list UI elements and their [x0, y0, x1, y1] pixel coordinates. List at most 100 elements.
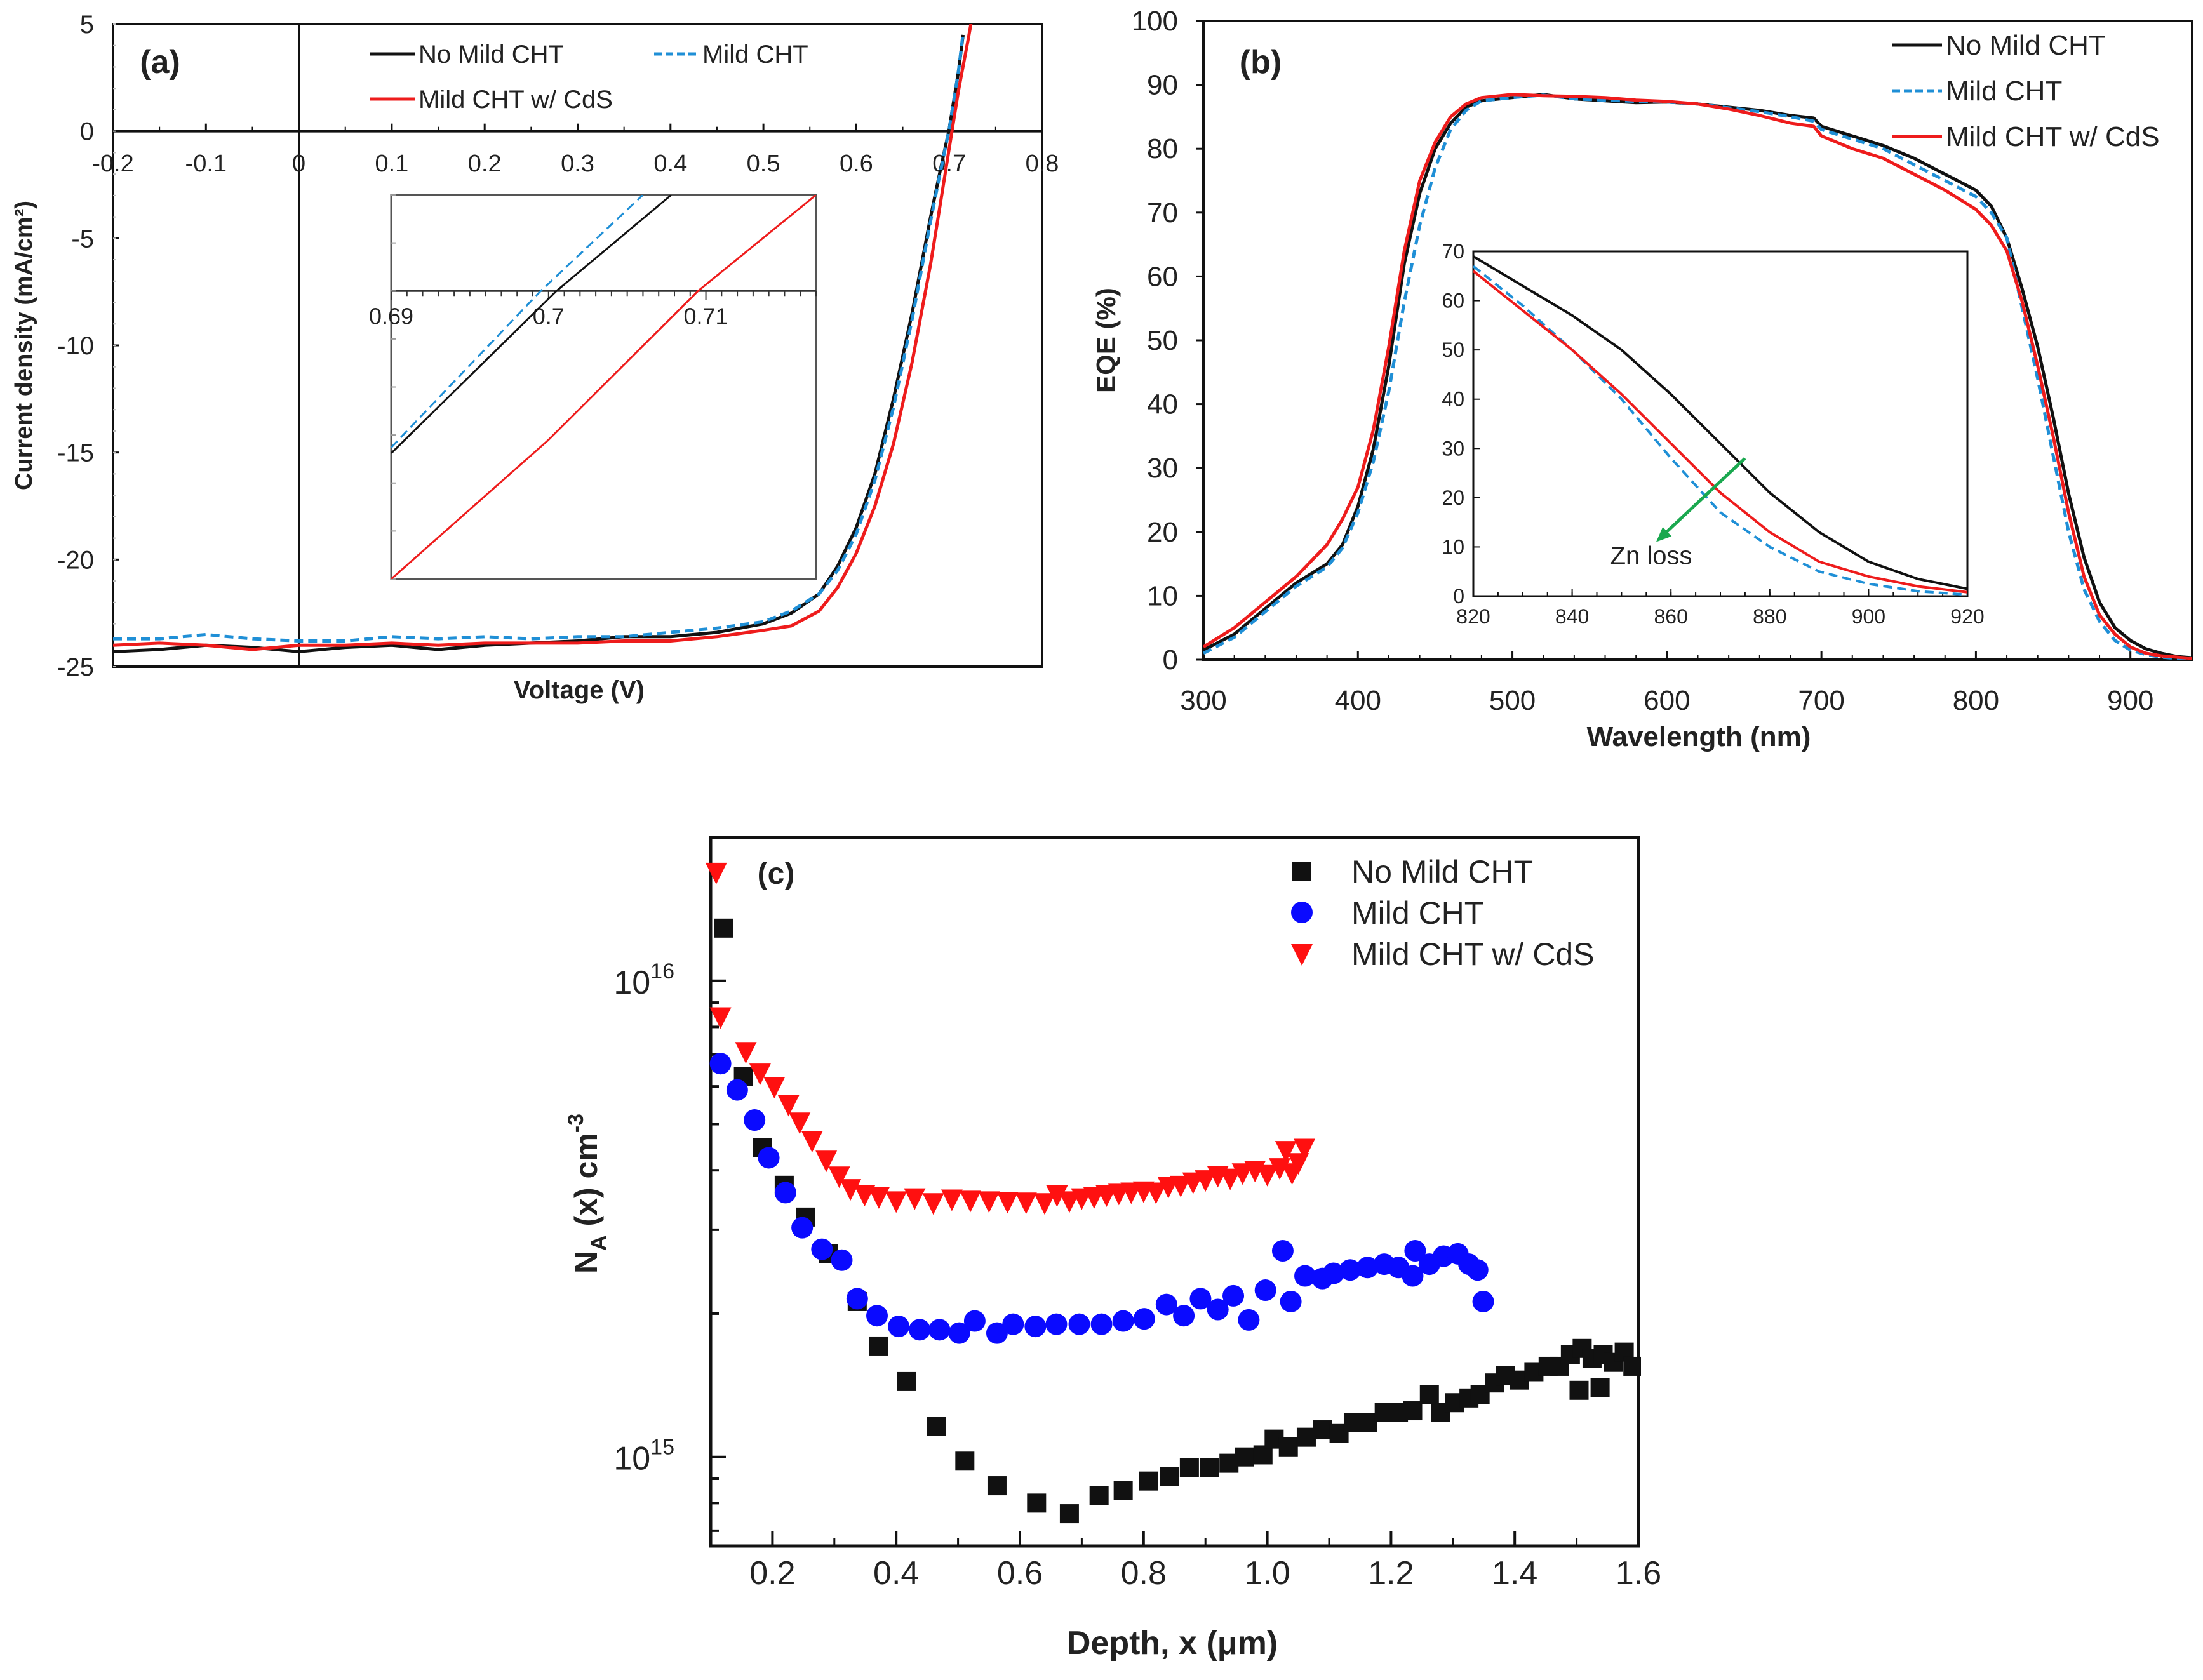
data-point: [1089, 1486, 1109, 1505]
zn-loss-annotation: Zn loss: [1610, 542, 1692, 570]
y-axis-title: NA (x) cm-3: [564, 1114, 611, 1274]
data-point: [1200, 1458, 1219, 1477]
inset-y-tick-label: 40: [1442, 388, 1464, 411]
x-tick-label: 700: [1798, 685, 1844, 716]
arrow-head-icon: [1656, 526, 1672, 542]
data-point: [1623, 1356, 1641, 1376]
legend-marker-square: [1292, 862, 1311, 881]
data-point: [1419, 1385, 1439, 1404]
data-point: [904, 1188, 926, 1210]
data-point: [1139, 1471, 1158, 1491]
data-point: [1404, 1239, 1426, 1262]
legend-label: Mild CHT: [1946, 76, 2062, 107]
data-point: [885, 1191, 907, 1213]
y-axis-title: Current density (mA/cm²): [11, 201, 37, 490]
data-point: [1294, 1138, 1316, 1161]
y-tick-label: -10: [57, 332, 94, 360]
y-axis-title: EQE (%): [1091, 288, 1121, 393]
data-point: [867, 1187, 890, 1209]
data-point: [1313, 1420, 1332, 1440]
data-point: [1472, 1290, 1494, 1312]
legend: No Mild CHT Mild CHT Mild CHT w/ CdS: [1291, 854, 1594, 972]
data-point: [1294, 1265, 1316, 1287]
series-circle: [709, 1053, 1494, 1344]
data-point: [735, 1042, 757, 1064]
series-line-mild-cht-w-cds: [1473, 270, 1967, 594]
data-point: [1113, 1481, 1133, 1500]
x-tick-label: 0: [292, 150, 305, 177]
x-tick-label: 0.6: [997, 1555, 1043, 1592]
data-point: [1179, 1458, 1199, 1477]
data-point: [897, 1371, 916, 1391]
series-line-mild-cht-w-cds: [113, 24, 973, 651]
series-line-no-mild-cht: [1473, 255, 1967, 590]
data-point: [1235, 1447, 1254, 1467]
data-point: [763, 1077, 786, 1099]
series-square: [714, 918, 1641, 1524]
data-point: [1231, 1163, 1254, 1185]
y-tick-label: -25: [57, 653, 94, 681]
y-tick-label: 100: [1132, 6, 1178, 37]
x-tick-label: 600: [1644, 685, 1690, 716]
data-point: [774, 1182, 796, 1204]
data-point: [815, 1150, 838, 1173]
data-point: [1275, 1141, 1297, 1163]
data-point: [1466, 1259, 1489, 1281]
y-tick-label: 0: [80, 118, 94, 146]
inset-x-tick-label: 880: [1753, 605, 1786, 628]
data-point: [1024, 1316, 1047, 1338]
zn-loss-arrow: [1660, 457, 1746, 538]
data-point: [749, 1063, 771, 1086]
x-tick-label: 1.0: [1244, 1555, 1290, 1592]
data-point: [1046, 1185, 1068, 1208]
data-point: [1045, 1313, 1068, 1335]
data-point: [1358, 1413, 1377, 1432]
x-tick-label: -0.2: [92, 150, 133, 177]
series-line-mild-cht-w-cds: [391, 195, 816, 579]
y-tick-label: 40: [1147, 389, 1178, 420]
data-point: [1238, 1309, 1260, 1331]
data-point: [1339, 1259, 1362, 1281]
inset-y-tick-label: 50: [1442, 338, 1464, 361]
inset-y-tick-label: 10: [1442, 535, 1464, 558]
x-tick-label: 0.1: [375, 150, 408, 177]
data-point: [960, 1190, 982, 1213]
inset-frame: [1472, 250, 1969, 597]
data-point: [1058, 1191, 1080, 1213]
y-tick-label: 80: [1147, 133, 1178, 164]
y-tick-label: 5: [80, 11, 94, 39]
y-tick-label: -15: [57, 439, 94, 467]
inset-y-tick-label: 30: [1442, 437, 1464, 460]
data-point: [1207, 1298, 1229, 1321]
data-point: [1027, 1493, 1047, 1513]
series-line-mild-cht: [391, 195, 644, 448]
y-tick-label: -20: [57, 546, 94, 574]
y-tick-label: -5: [71, 225, 94, 253]
y-tick-label: 1016: [613, 959, 674, 1001]
inset-y-tick-label: 0: [1453, 585, 1464, 608]
data-point: [909, 1319, 931, 1341]
x-axis-title: Depth, x (μm): [1067, 1625, 1278, 1662]
y-tick-label: 60: [1147, 261, 1178, 292]
data-point: [1271, 1239, 1294, 1262]
x-tick-label: 1.6: [1616, 1555, 1661, 1592]
data-point: [888, 1316, 910, 1338]
data-point: [1403, 1401, 1423, 1421]
y-tick-label: 90: [1147, 70, 1178, 101]
inset-x-tick-label: 860: [1654, 605, 1688, 628]
data-point: [709, 1053, 732, 1075]
panel-b-eqe-chart: 300 400 500 600 700 800 9000102030405060708090…: [1091, 6, 2193, 752]
y-title-subscript: A: [587, 1235, 611, 1251]
x-tick-label: 0.4: [653, 150, 687, 177]
inset-y-tick-label: 60: [1442, 290, 1464, 312]
data-point: [1569, 1380, 1589, 1400]
data-point: [705, 862, 727, 884]
data-point: [1160, 1467, 1179, 1486]
plot-frame: [709, 836, 1640, 1548]
data-point: [927, 1417, 946, 1436]
legend-label: No Mild CHT: [419, 41, 564, 69]
y-tick-label: 50: [1147, 325, 1178, 356]
data-point: [846, 1288, 868, 1310]
x-tick-label: 0.8: [1121, 1555, 1167, 1592]
y-tick-base: 10: [613, 964, 650, 1001]
